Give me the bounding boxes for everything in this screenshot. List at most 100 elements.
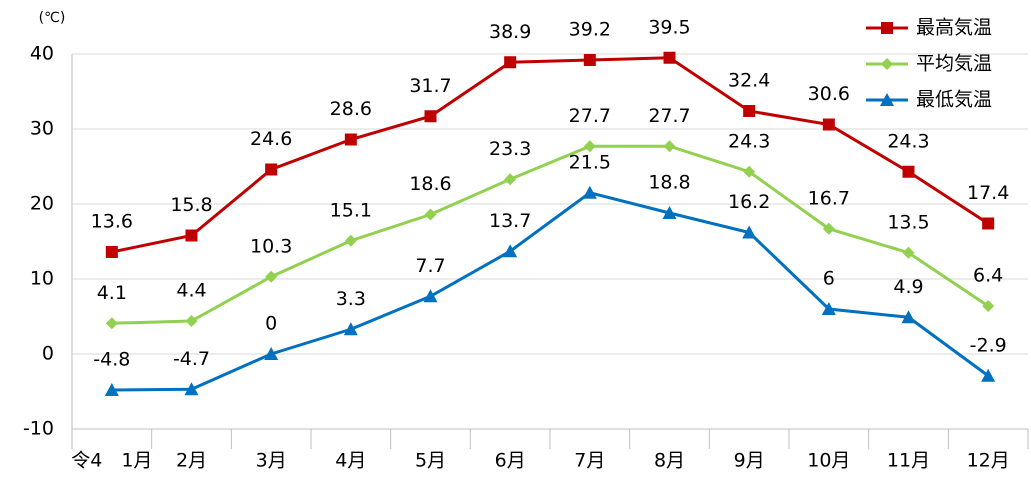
- marker: [344, 133, 357, 146]
- data-label: 32.4: [728, 70, 770, 92]
- marker: [981, 368, 996, 382]
- data-label: 4.1: [97, 282, 127, 304]
- x-tick-label: 8月: [654, 450, 685, 472]
- data-label: 15.1: [330, 199, 372, 221]
- x-tick-label: 令4 1月: [71, 450, 152, 472]
- data-label: 6.4: [973, 265, 1003, 287]
- y-tick-label: 0: [42, 343, 54, 365]
- y-unit-label: (℃): [39, 10, 66, 26]
- data-label: -4.8: [93, 349, 130, 371]
- x-tick-label: 3月: [256, 450, 287, 472]
- data-label: 23.3: [489, 138, 531, 160]
- marker: [264, 347, 279, 360]
- y-tick-label: 10: [30, 268, 54, 290]
- marker: [902, 165, 915, 178]
- marker: [185, 229, 198, 242]
- x-tick-label: 7月: [574, 450, 605, 472]
- data-label: 6: [823, 268, 835, 290]
- marker: [982, 300, 995, 312]
- x-tick-label: 6月: [495, 450, 526, 472]
- marker: [583, 140, 596, 153]
- legend-label: 平均気温: [916, 53, 992, 75]
- legend-marker: [881, 58, 893, 70]
- marker: [901, 310, 916, 324]
- marker: [582, 185, 597, 199]
- data-label: 18.8: [648, 172, 690, 194]
- y-tick-label: 20: [30, 193, 54, 215]
- legend-label: 最高気温: [916, 17, 992, 39]
- data-label: 31.7: [409, 75, 451, 97]
- x-tick-label: 9月: [734, 450, 765, 472]
- marker: [583, 54, 596, 66]
- data-label: 0: [265, 313, 277, 335]
- marker: [504, 56, 517, 69]
- marker: [104, 383, 119, 396]
- data-label: 4.4: [176, 280, 206, 302]
- marker: [902, 246, 915, 259]
- marker: [822, 118, 835, 131]
- marker: [503, 244, 518, 258]
- series-line: [111, 56, 989, 254]
- marker: [265, 270, 278, 283]
- marker: [344, 234, 357, 247]
- data-label: 27.7: [569, 105, 611, 127]
- marker: [663, 51, 676, 64]
- marker: [424, 110, 437, 123]
- data-label: 28.6: [330, 98, 372, 120]
- series-line: [111, 144, 990, 325]
- marker: [662, 206, 677, 219]
- data-label: 4.9: [893, 276, 923, 298]
- marker: [343, 322, 358, 336]
- data-label: -4.7: [173, 348, 210, 370]
- data-label: 3.3: [336, 288, 366, 310]
- marker: [504, 173, 517, 186]
- marker: [184, 382, 199, 396]
- data-label: 7.7: [415, 255, 445, 277]
- y-tick-label: 30: [30, 118, 54, 140]
- data-label: 24.3: [728, 130, 770, 152]
- data-label: 16.7: [808, 187, 850, 209]
- marker: [265, 163, 278, 176]
- legend-label: 最低気温: [916, 89, 992, 111]
- data-label: 38.9: [489, 21, 531, 43]
- marker: [424, 208, 437, 221]
- marker: [743, 105, 756, 117]
- data-label: 10.3: [250, 235, 292, 257]
- data-label: 27.7: [648, 105, 690, 127]
- data-label: 24.3: [887, 130, 929, 152]
- data-label: 13.5: [887, 211, 929, 233]
- marker: [663, 140, 676, 153]
- marker: [821, 302, 836, 315]
- data-label: 39.2: [569, 19, 611, 41]
- marker: [822, 222, 835, 235]
- data-label: 15.8: [170, 194, 212, 216]
- data-label: 13.7: [489, 210, 531, 232]
- x-tick-label: 11月: [887, 450, 930, 472]
- marker: [423, 289, 438, 303]
- marker: [742, 225, 757, 239]
- series-line: [111, 191, 990, 392]
- data-label: 39.5: [648, 16, 690, 38]
- data-label: 30.6: [808, 83, 850, 105]
- data-label: 13.6: [91, 211, 133, 233]
- data-label: 16.2: [728, 191, 770, 213]
- marker: [982, 217, 995, 230]
- x-tick-label: 2月: [176, 450, 207, 472]
- marker: [743, 165, 756, 178]
- data-label: -2.9: [970, 334, 1007, 356]
- data-label: 24.6: [250, 128, 292, 150]
- marker: [105, 246, 118, 258]
- data-label: 17.4: [967, 182, 1009, 204]
- data-label: 18.6: [409, 173, 451, 195]
- x-tick-label: 4月: [335, 450, 366, 472]
- y-tick-label: 40: [30, 43, 54, 65]
- y-tick-label: -10: [23, 418, 54, 440]
- legend-marker: [880, 93, 894, 106]
- x-tick-label: 5月: [415, 450, 446, 472]
- x-tick-label: 12月: [967, 450, 1010, 472]
- marker: [105, 317, 118, 330]
- data-label: 21.5: [569, 151, 611, 173]
- x-tick-label: 10月: [807, 450, 850, 472]
- marker: [185, 315, 198, 327]
